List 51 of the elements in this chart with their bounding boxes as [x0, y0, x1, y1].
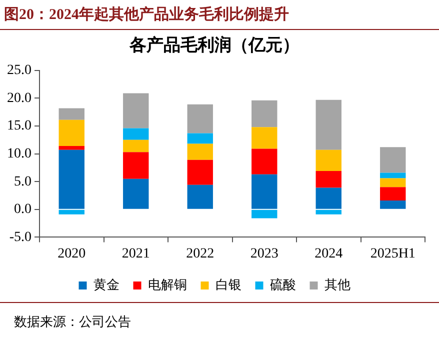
bar: [252, 174, 278, 209]
legend-label: 硫酸: [270, 276, 296, 292]
bar: [58, 120, 84, 146]
bar: [252, 210, 278, 218]
bar: [316, 171, 342, 188]
y-tick-label: -5.0: [9, 230, 32, 245]
bar: [187, 133, 213, 144]
bar: [187, 144, 213, 160]
bar: [252, 100, 278, 128]
x-tick-label: 2022: [186, 246, 214, 262]
bar: [316, 100, 342, 150]
bar: [123, 140, 149, 152]
chart-subtitle: 各产品毛利润（亿元）: [128, 36, 300, 55]
bar: [187, 184, 213, 209]
bar: [123, 93, 149, 128]
bar: [123, 128, 149, 140]
bar: [380, 147, 406, 173]
bar: [380, 172, 406, 178]
bar: [252, 148, 278, 174]
bar: [380, 200, 406, 209]
legend-label: 其他: [324, 276, 350, 292]
bar: [187, 104, 213, 134]
y-tick-label: 0.0: [14, 202, 32, 218]
y-tick-label: 15.0: [7, 118, 32, 134]
source-note: 数据来源：公司公告: [14, 314, 131, 329]
bar: [58, 210, 84, 214]
y-tick-label: 20.0: [7, 90, 32, 106]
legend-label: 白银: [215, 276, 242, 292]
legend-label: 黄金: [93, 276, 120, 292]
bar: [380, 187, 406, 201]
legend-label: 电解铜: [148, 276, 187, 292]
bar: [58, 150, 84, 209]
x-tick-label: 2025H1: [370, 246, 416, 262]
x-tick-label: 2021: [122, 246, 150, 262]
bar: [123, 152, 149, 179]
chart-title: 图20：2024年起其他产品业务毛利比例提升: [0, 0, 439, 30]
y-tick-label: 5.0: [14, 174, 32, 190]
bar: [58, 108, 84, 120]
x-tick-label: 2020: [58, 246, 86, 262]
bar: [316, 188, 342, 209]
bar: [252, 127, 278, 149]
y-tick-label: 10.0: [7, 146, 32, 162]
bar: [316, 210, 342, 214]
bar: [187, 160, 213, 185]
x-tick-label: 2023: [250, 246, 278, 262]
bar: [123, 178, 149, 209]
x-tick-label: 2024: [314, 246, 343, 262]
y-tick-label: 25.0: [7, 63, 32, 78]
bar: [58, 146, 84, 150]
bar: [380, 178, 406, 188]
bar: [316, 150, 342, 172]
